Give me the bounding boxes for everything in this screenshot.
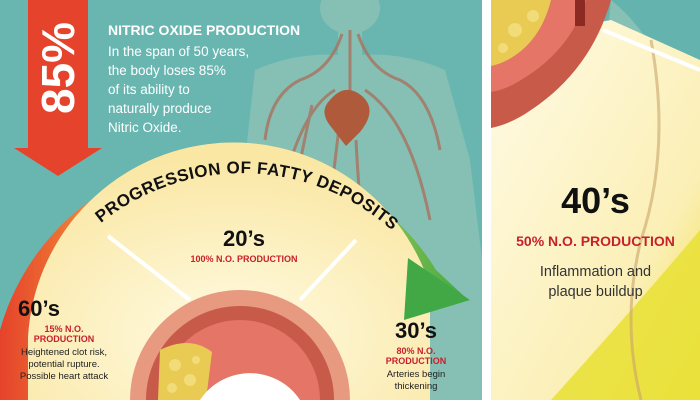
body-line: Nitric Oxide. (108, 120, 182, 135)
stage-60s-desc-line: Heightened clot risk, (20, 347, 108, 358)
stage-20s-production: 100% N.O. PRODUCTION (190, 254, 298, 264)
progress-arrow-icon (404, 258, 470, 320)
stage-30s-production: 80% N.O. PRODUCTION (366, 346, 466, 366)
stage-60s-prod-line: 15% N.O. (44, 324, 84, 334)
vessel-right (629, 39, 661, 400)
stage-40s-title: 40’s (561, 180, 630, 221)
yellow-sweep (551, 230, 700, 400)
stage-40s-production: 50% N.O. PRODUCTION (516, 233, 675, 249)
big-percent: 85% (28, 21, 88, 114)
stage-60s-description: Heightened clot risk, potential rupture.… (0, 347, 128, 383)
artery-segment-right (491, 0, 611, 128)
divider-right (298, 238, 358, 302)
stage-30s-description: Arteries begin thickening (366, 369, 466, 393)
right-panel: 40’s 50% N.O. PRODUCTION Inflammation an… (491, 0, 700, 400)
down-arrow-icon (14, 0, 102, 176)
stage-30s-prod-line: PRODUCTION (385, 356, 447, 366)
stage-60s-title: 60’s (18, 296, 61, 321)
big-percent-text: 85% (32, 21, 84, 114)
stage-20s-title: 20’s (222, 226, 265, 251)
stage-40s-desc-line: Inflammation and (539, 264, 652, 280)
stage-60s-desc-line: potential rupture. (28, 359, 100, 370)
body-line: the body loses 85% (108, 63, 226, 78)
heading-body: In the span of 50 years, the body loses … (108, 42, 249, 137)
panel-gap (482, 0, 491, 400)
stage-30s-title: 30’s (394, 318, 437, 343)
body-line: In the span of 50 years, (108, 44, 250, 59)
stage-30s: 30’s 80% N.O. PRODUCTION Arteries begin … (366, 318, 466, 393)
stage-30s-desc-line: Arteries begin (386, 369, 446, 380)
right-panel-graphics (491, 0, 700, 400)
stage-60s: 60’s 15% N.O. PRODUCTION Heightened clot… (0, 296, 128, 383)
artery-cross-section (130, 290, 350, 400)
heart-illustration (324, 89, 370, 146)
divider-left (106, 234, 192, 302)
stage-40s-desc-line: plaque buildup (548, 284, 643, 300)
divider-right-panel (602, 28, 700, 72)
stage-30s-desc-line: thickening (394, 381, 438, 392)
stage-30s-prod-line: 80% N.O. (396, 346, 436, 356)
stage-60s-desc-line: Possible heart attack (19, 371, 109, 382)
body-line: of its ability to (108, 82, 190, 97)
left-panel: PROGRESSION OF FATTY DEPOSITS 85% NITRIC… (0, 0, 482, 400)
body-line: naturally produce (108, 101, 212, 116)
heading: NITRIC OXIDE PRODUCTION (108, 22, 301, 38)
arc-interior (28, 142, 430, 400)
stage-60s-prod-line: PRODUCTION (33, 334, 95, 344)
left-panel-graphics: PROGRESSION OF FATTY DEPOSITS (0, 0, 482, 400)
stage-40s-description: Inflammation and plaque buildup (491, 262, 700, 302)
stage-20s: 20’s 100% N.O. PRODUCTION (172, 226, 316, 264)
stage-60s-production: 15% N.O. PRODUCTION (0, 324, 128, 344)
